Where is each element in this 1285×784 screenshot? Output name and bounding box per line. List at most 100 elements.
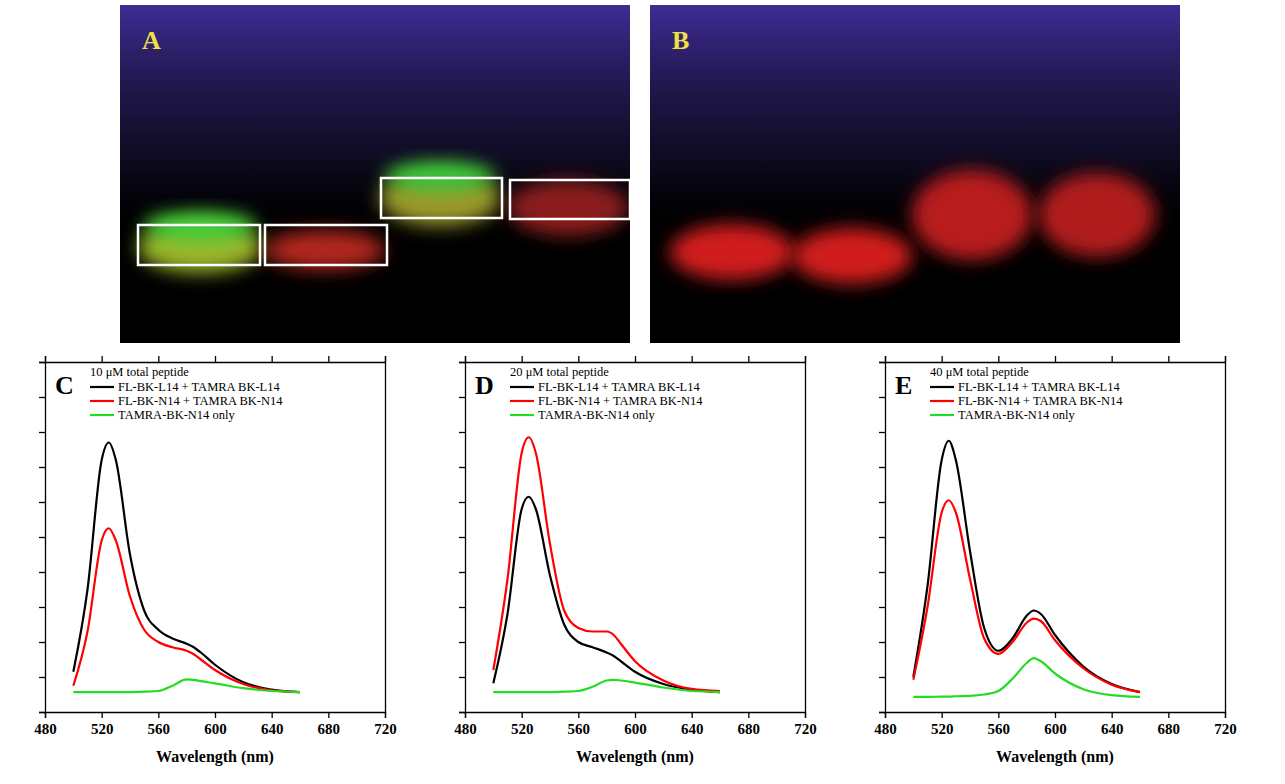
tick-mark xyxy=(1112,712,1113,718)
tick xyxy=(942,356,943,362)
tick xyxy=(1225,356,1226,362)
tick xyxy=(39,712,45,713)
tick xyxy=(635,356,636,362)
tick-mark xyxy=(942,712,943,718)
axis-line xyxy=(466,356,806,363)
gel-band xyxy=(385,162,495,190)
tick-mark xyxy=(328,712,329,718)
tick-mark xyxy=(1168,356,1169,362)
tick xyxy=(45,356,46,362)
tick-mark xyxy=(1225,356,1226,362)
tick-mark xyxy=(885,356,886,362)
axis-line xyxy=(46,713,386,719)
tick xyxy=(39,677,45,678)
tick: 720 xyxy=(374,712,397,737)
panel-label: E xyxy=(895,371,912,400)
tick-mark xyxy=(459,537,465,538)
tick xyxy=(39,502,45,503)
tick: 480 xyxy=(454,712,477,737)
chart-title: 20 μM total peptide xyxy=(510,365,609,379)
tick: 680 xyxy=(318,712,341,737)
tick-mark xyxy=(102,356,103,362)
gel-band xyxy=(792,228,912,284)
tick-mark xyxy=(459,502,465,503)
legend-swatch xyxy=(90,386,114,388)
tick-label: 640 xyxy=(681,721,704,737)
tick-label: 680 xyxy=(738,721,761,737)
tick-mark xyxy=(635,712,636,718)
tick xyxy=(459,642,465,643)
tick xyxy=(879,572,885,573)
legend-label: TAMRA-BK-N14 only xyxy=(958,408,1075,422)
tick-mark xyxy=(1225,712,1226,718)
tick: 520 xyxy=(91,712,114,737)
legend-swatch xyxy=(510,386,534,388)
tick xyxy=(879,432,885,433)
tick-mark xyxy=(879,712,885,713)
tick: 600 xyxy=(624,712,647,737)
tick xyxy=(578,356,579,362)
legend-label: FL-BK-N14 + TAMRA BK-N14 xyxy=(118,394,283,408)
tick-mark xyxy=(39,362,45,363)
tick-label: 720 xyxy=(1214,721,1237,737)
tick: 520 xyxy=(931,712,954,737)
axis: 480520560600640680720 xyxy=(454,712,817,737)
legend-label: FL-BK-L14 + TAMRA BK-L14 xyxy=(118,380,280,394)
gel-bands xyxy=(670,170,1155,284)
tick-label: 520 xyxy=(931,721,954,737)
tick xyxy=(879,712,885,713)
legend-label: FL-BK-N14 + TAMRA BK-N14 xyxy=(538,394,703,408)
tick-mark xyxy=(805,712,806,718)
tick-mark xyxy=(39,712,45,713)
tick xyxy=(879,537,885,538)
legend: FL-BK-L14 + TAMRA BK-L14FL-BK-N14 + TAMR… xyxy=(90,380,283,422)
tick xyxy=(459,432,465,433)
legend-swatch xyxy=(510,414,534,416)
tick-mark xyxy=(879,677,885,678)
axis-title: Wavelength (nm) xyxy=(156,748,274,766)
tick: 560 xyxy=(568,712,591,737)
axis xyxy=(1225,363,1227,713)
gel-band xyxy=(508,180,628,236)
axis-line xyxy=(466,713,806,719)
legend-swatch xyxy=(510,400,534,402)
tick-mark xyxy=(272,356,273,362)
tick xyxy=(459,677,465,678)
tick-mark xyxy=(459,677,465,678)
tick-mark xyxy=(879,432,885,433)
axis xyxy=(805,363,807,713)
tick-mark xyxy=(1055,356,1056,362)
tick xyxy=(272,356,273,362)
tick-mark xyxy=(39,432,45,433)
tick-label: 520 xyxy=(91,721,114,737)
tick-mark xyxy=(879,502,885,503)
plot-area xyxy=(73,443,300,693)
axis-line xyxy=(385,363,386,713)
tick-mark xyxy=(39,467,45,468)
tick-mark xyxy=(385,356,386,362)
legend-label: TAMRA-BK-N14 only xyxy=(538,408,655,422)
axis xyxy=(385,363,387,713)
tick-mark xyxy=(879,467,885,468)
axis xyxy=(46,356,386,363)
gel-glow xyxy=(120,5,630,343)
tick-mark xyxy=(215,712,216,718)
legend-label: FL-BK-L14 + TAMRA BK-L14 xyxy=(958,380,1120,394)
tick xyxy=(459,362,465,363)
axis-line xyxy=(46,356,386,363)
tick xyxy=(465,356,466,362)
chart-panel: 480520560600640680720E40 μM total peptid… xyxy=(874,356,1237,766)
tick-mark xyxy=(158,712,159,718)
tick: 560 xyxy=(988,712,1011,737)
tick xyxy=(885,356,886,362)
panel-label: A xyxy=(142,26,161,55)
tick: 640 xyxy=(261,712,284,737)
tick-mark xyxy=(522,712,523,718)
tick-mark xyxy=(272,712,273,718)
axis: 480520560600640680720 xyxy=(34,712,397,737)
tick xyxy=(385,356,386,362)
tick xyxy=(328,356,329,362)
tick xyxy=(102,356,103,362)
tick-label: 680 xyxy=(318,721,341,737)
tick-mark xyxy=(879,362,885,363)
